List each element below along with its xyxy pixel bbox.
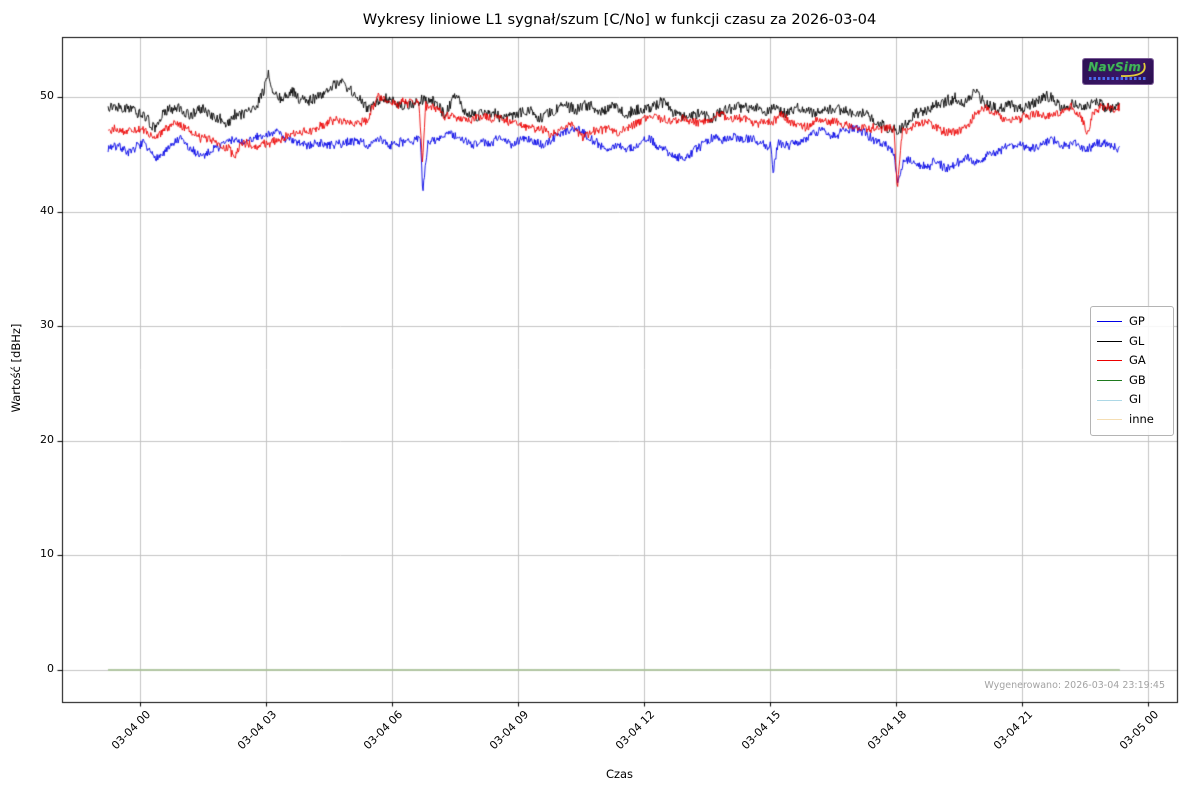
- y-tick-label: 40: [40, 203, 54, 217]
- legend-entry: GL: [1097, 332, 1167, 352]
- y-tick-label: 20: [40, 432, 54, 446]
- navsim-logo-text: NavSim: [1088, 60, 1142, 74]
- legend-label: GP: [1129, 314, 1145, 329]
- legend-line-sample: [1097, 419, 1122, 421]
- y-tick-label: 0: [47, 662, 54, 675]
- legend-entry: GP: [1097, 312, 1167, 332]
- x-axis-label: Czas: [605, 767, 634, 781]
- legend-line-sample: [1097, 380, 1122, 382]
- logo-subtext: [1089, 77, 1147, 80]
- legend-line-sample: [1097, 399, 1122, 401]
- logo-swoosh-icon: [1120, 62, 1146, 77]
- legend-entry: inne: [1097, 410, 1167, 430]
- legend: GP GL GA GB GI inne: [1090, 306, 1174, 436]
- chart-title: Wykresy liniowe L1 sygnał/szum [C/No] w …: [362, 11, 877, 28]
- legend-label: GI: [1129, 392, 1142, 407]
- legend-line-sample: [1097, 321, 1122, 323]
- y-tick-label: 50: [40, 89, 54, 102]
- legend-label: GB: [1129, 372, 1146, 387]
- legend-line-sample: [1097, 360, 1122, 362]
- y-tick-label: 10: [40, 547, 54, 561]
- legend-label: inne: [1129, 412, 1154, 427]
- legend-entry: GA: [1097, 351, 1167, 371]
- y-tick-label: 30: [40, 318, 54, 332]
- legend-entry: GB: [1097, 371, 1167, 391]
- legend-label: GA: [1129, 353, 1146, 368]
- generated-timestamp: Wygenerowano: 2026-03-04 23:19:45: [984, 680, 1165, 691]
- navsim-logo: NavSim: [1083, 59, 1153, 84]
- legend-label: GL: [1129, 333, 1145, 348]
- legend-entry: GI: [1097, 390, 1167, 410]
- legend-line-sample: [1097, 340, 1122, 342]
